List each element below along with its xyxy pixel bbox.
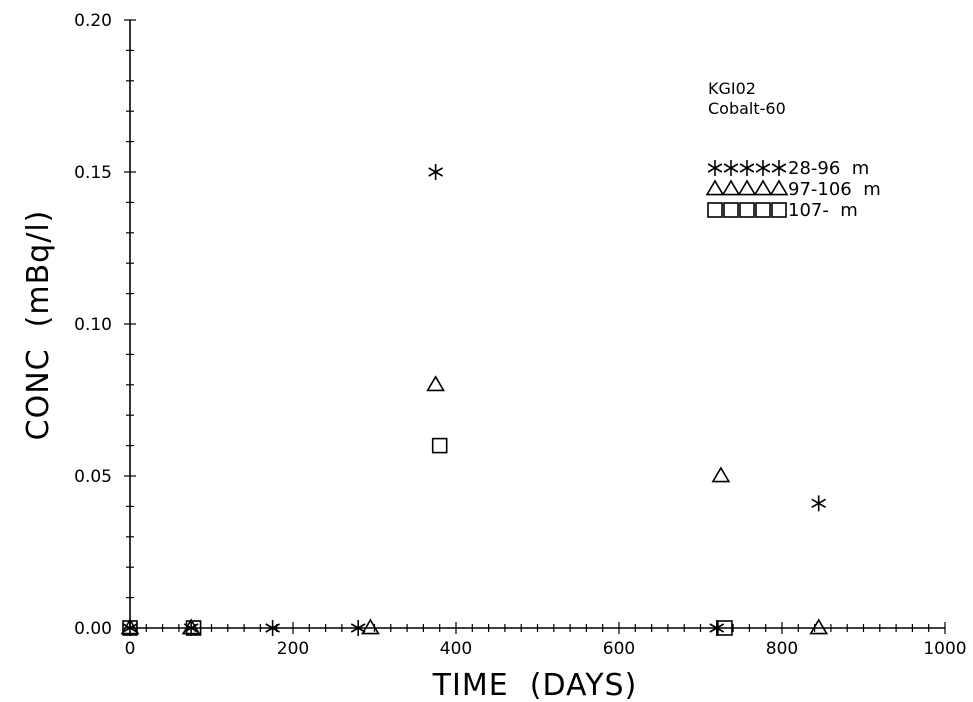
legend-square-icon (755, 202, 771, 218)
legend-triangle-icon (769, 179, 789, 196)
y-tick-label: 0.20 (74, 11, 112, 31)
legend-asterisk-icon (771, 160, 787, 176)
square-point (717, 620, 733, 636)
triangle-point (361, 618, 380, 635)
x-tick-label: 800 (766, 639, 798, 659)
y-tick-label: 0.00 (74, 619, 112, 639)
square-point (122, 620, 138, 636)
triangle-point (809, 618, 829, 635)
asterisk-point (428, 164, 443, 180)
x-tick-label: 1000 (923, 639, 966, 659)
asterisk-point (811, 495, 827, 512)
x-tick-label: 0 (125, 639, 136, 659)
legend-label-97-106-m: 97-106 m (788, 179, 881, 200)
asterisk-stroke (350, 623, 366, 633)
legend-square-icon (707, 202, 723, 218)
legend-square-icon (739, 202, 755, 218)
asterisk-stroke (755, 163, 771, 173)
asterisk-stroke (723, 163, 739, 173)
asterisk-stroke (811, 498, 827, 509)
asterisk-point (265, 620, 280, 636)
annotation-line-2: Cobalt-60 (708, 99, 786, 118)
legend-asterisk-icon (755, 160, 771, 176)
asterisk-stroke (739, 163, 755, 173)
asterisk-stroke (709, 623, 725, 633)
data-points (120, 164, 829, 636)
tick-labels: 0 200 400 600 800 1000 0.00 0.05 0.10 0.15 0.20 (74, 11, 966, 659)
tick-marks (124, 19, 946, 634)
legend-square-icon (771, 202, 787, 218)
legend-triangle-icon (753, 179, 773, 196)
legend: 28-96 m 97-106 m 107- m (705, 158, 881, 221)
asterisk-stroke (771, 163, 787, 173)
legend-label-28-96-m: 28-96 m (788, 158, 869, 179)
x-tick-label: 400 (440, 639, 472, 659)
asterisk-point (709, 620, 725, 636)
legend-asterisk-icon (739, 160, 755, 176)
legend-asterisk-icon (723, 160, 739, 176)
legend-triangle-icon (721, 179, 741, 196)
asterisk-point (350, 620, 366, 636)
x-tick-label: 600 (603, 639, 635, 659)
y-axis-title: CONC (mBq/l) (21, 210, 56, 441)
square-point (185, 620, 202, 636)
y-tick-label: 0.15 (74, 163, 112, 183)
asterisk-stroke (265, 623, 280, 633)
legend-marker-97-106-m (705, 179, 789, 196)
triangle-point (426, 375, 446, 392)
legend-triangle-icon (705, 179, 725, 196)
x-axis-title: TIME (DAYS) (432, 668, 638, 702)
square-point (431, 437, 448, 454)
annotation-line-1: KGI02 (708, 79, 756, 98)
y-tick-label: 0.10 (74, 315, 112, 335)
legend-marker-28-96-m (707, 160, 787, 176)
legend-triangle-icon (737, 179, 757, 196)
legend-label-107-m: 107- m (788, 200, 858, 221)
legend-square-icon (723, 202, 739, 218)
triangle-point (120, 618, 140, 635)
y-tick-label: 0.05 (74, 467, 112, 487)
asterisk-stroke (428, 167, 443, 177)
triangle-point (711, 466, 731, 483)
asterisk-stroke (122, 623, 138, 633)
x-tick-label: 200 (277, 639, 309, 659)
axes (129, 20, 945, 629)
legend-asterisk-icon (707, 160, 723, 176)
asterisk-stroke (707, 163, 723, 173)
legend-marker-107-m (707, 202, 787, 218)
